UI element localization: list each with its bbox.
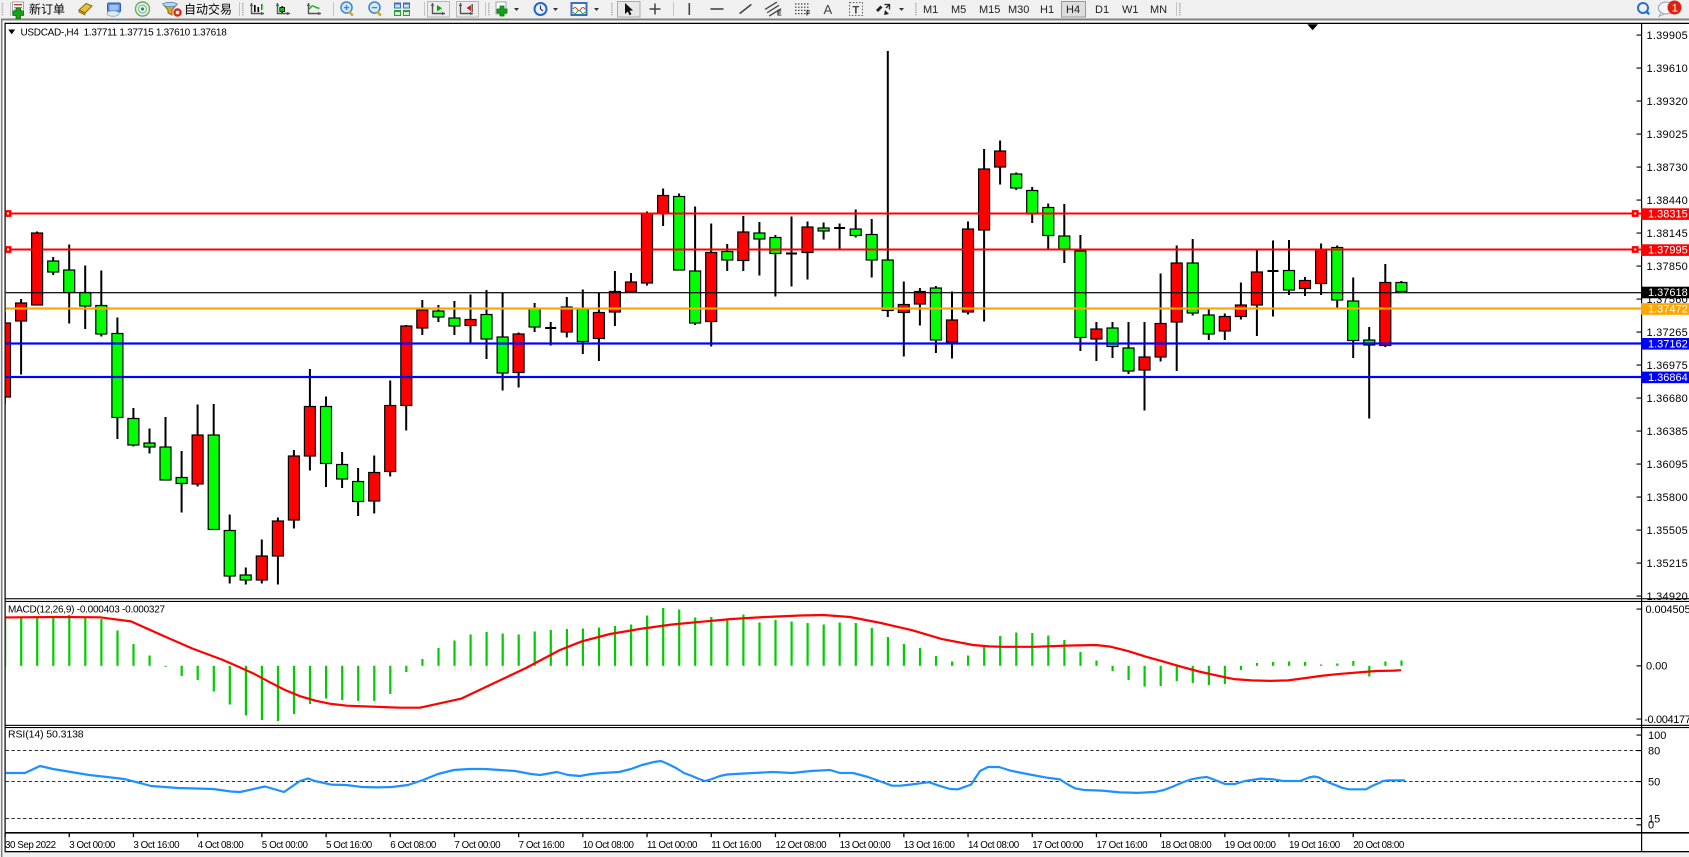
- svg-text:1.34920: 1.34920: [1647, 591, 1689, 603]
- svg-text:A: A: [824, 2, 833, 17]
- svg-text:1.39610: 1.39610: [1647, 63, 1689, 75]
- svg-text:17 Oct 00:00: 17 Oct 00:00: [1032, 840, 1084, 851]
- svg-text:11 Oct 16:00: 11 Oct 16:00: [711, 840, 762, 851]
- svg-text:1.35800: 1.35800: [1647, 492, 1689, 504]
- svg-text:H4: H4: [1066, 4, 1080, 16]
- svg-text:15: 15: [1648, 813, 1660, 825]
- svg-text:1: 1: [1672, 3, 1678, 15]
- svg-text:USDCAD-,H4 1.37711 1.37715 1.: USDCAD-,H4 1.37711 1.37715 1.37610 1.376…: [21, 28, 228, 39]
- svg-text:新订单: 新订单: [29, 2, 65, 17]
- svg-text:1.39905: 1.39905: [1647, 30, 1689, 42]
- svg-text:1.39025: 1.39025: [1647, 129, 1689, 141]
- svg-text:0: 0: [1648, 820, 1654, 832]
- svg-text:18 Oct 08:00: 18 Oct 08:00: [1161, 840, 1213, 851]
- svg-text:1.37162: 1.37162: [1648, 338, 1688, 350]
- svg-text:1.37850: 1.37850: [1647, 261, 1689, 273]
- svg-text:1.39320: 1.39320: [1647, 96, 1689, 108]
- svg-text:0.00: 0.00: [1646, 661, 1667, 673]
- svg-text:14 Oct 08:00: 14 Oct 08:00: [968, 840, 1020, 851]
- svg-text:10 Oct 08:00: 10 Oct 08:00: [583, 840, 635, 851]
- svg-text:13 Oct 00:00: 13 Oct 00:00: [840, 840, 892, 851]
- svg-text:M15: M15: [979, 4, 1000, 16]
- svg-text:20 Oct 08:00: 20 Oct 08:00: [1353, 840, 1405, 851]
- svg-text:D1: D1: [1095, 4, 1109, 16]
- svg-text:12 Oct 08:00: 12 Oct 08:00: [775, 840, 827, 851]
- svg-text:5 Oct 00:00: 5 Oct 00:00: [262, 840, 309, 851]
- svg-text:1.37265: 1.37265: [1647, 327, 1689, 339]
- svg-text:M5: M5: [951, 4, 966, 16]
- svg-text:M30: M30: [1008, 4, 1029, 16]
- svg-text:H1: H1: [1040, 4, 1054, 16]
- svg-text:1.38440: 1.38440: [1647, 195, 1689, 207]
- svg-text:MACD(12,26,9) -0.000403 -0.000: MACD(12,26,9) -0.000403 -0.000327: [8, 605, 166, 616]
- svg-text:19 Oct 16:00: 19 Oct 16:00: [1289, 840, 1341, 851]
- svg-text:50: 50: [1648, 776, 1660, 788]
- svg-text:F: F: [806, 11, 811, 18]
- svg-text:T: T: [853, 5, 860, 17]
- svg-text:5 Oct 16:00: 5 Oct 16:00: [326, 840, 373, 851]
- svg-text:1.36385: 1.36385: [1647, 426, 1689, 438]
- svg-text:自动交易: 自动交易: [184, 2, 232, 17]
- svg-text:1.36975: 1.36975: [1647, 360, 1689, 372]
- svg-text:1.38315: 1.38315: [1648, 209, 1688, 221]
- svg-text:1.38730: 1.38730: [1647, 162, 1689, 174]
- svg-text:1.38145: 1.38145: [1647, 228, 1689, 240]
- svg-text:7 Oct 00:00: 7 Oct 00:00: [454, 840, 501, 851]
- svg-text:W1: W1: [1122, 4, 1139, 16]
- svg-text:-0.004177: -0.004177: [1644, 714, 1689, 726]
- svg-text:80: 80: [1648, 745, 1660, 757]
- svg-text:3 Oct 00:00: 3 Oct 00:00: [69, 840, 116, 851]
- svg-text:17 Oct 16:00: 17 Oct 16:00: [1096, 840, 1148, 851]
- svg-text:19 Oct 00:00: 19 Oct 00:00: [1225, 840, 1277, 851]
- svg-text:7 Oct 16:00: 7 Oct 16:00: [519, 840, 566, 851]
- svg-text:M1: M1: [923, 4, 938, 16]
- svg-text:1.36095: 1.36095: [1647, 459, 1689, 471]
- svg-text:0.004505: 0.004505: [1646, 604, 1689, 616]
- svg-text:1.35505: 1.35505: [1647, 525, 1689, 537]
- svg-text:3 Oct 16:00: 3 Oct 16:00: [133, 840, 180, 851]
- svg-text:100: 100: [1648, 730, 1666, 742]
- svg-text:1.35215: 1.35215: [1647, 558, 1689, 570]
- svg-text:4 Oct 08:00: 4 Oct 08:00: [198, 840, 245, 851]
- svg-text:MN: MN: [1150, 4, 1167, 16]
- svg-text:1.37472: 1.37472: [1648, 304, 1688, 316]
- svg-text:E: E: [777, 11, 782, 18]
- svg-text:30 Sep 2022: 30 Sep 2022: [5, 840, 56, 851]
- svg-text:1.37618: 1.37618: [1648, 287, 1688, 299]
- svg-text:1.36680: 1.36680: [1647, 393, 1689, 405]
- svg-text:RSI(14) 50.3138: RSI(14) 50.3138: [8, 729, 84, 741]
- svg-text:1.37995: 1.37995: [1648, 245, 1688, 257]
- svg-text:11 Oct 00:00: 11 Oct 00:00: [647, 840, 698, 851]
- svg-text:13 Oct 16:00: 13 Oct 16:00: [904, 840, 956, 851]
- svg-text:6 Oct 08:00: 6 Oct 08:00: [390, 840, 437, 851]
- svg-text:1.36864: 1.36864: [1648, 372, 1688, 384]
